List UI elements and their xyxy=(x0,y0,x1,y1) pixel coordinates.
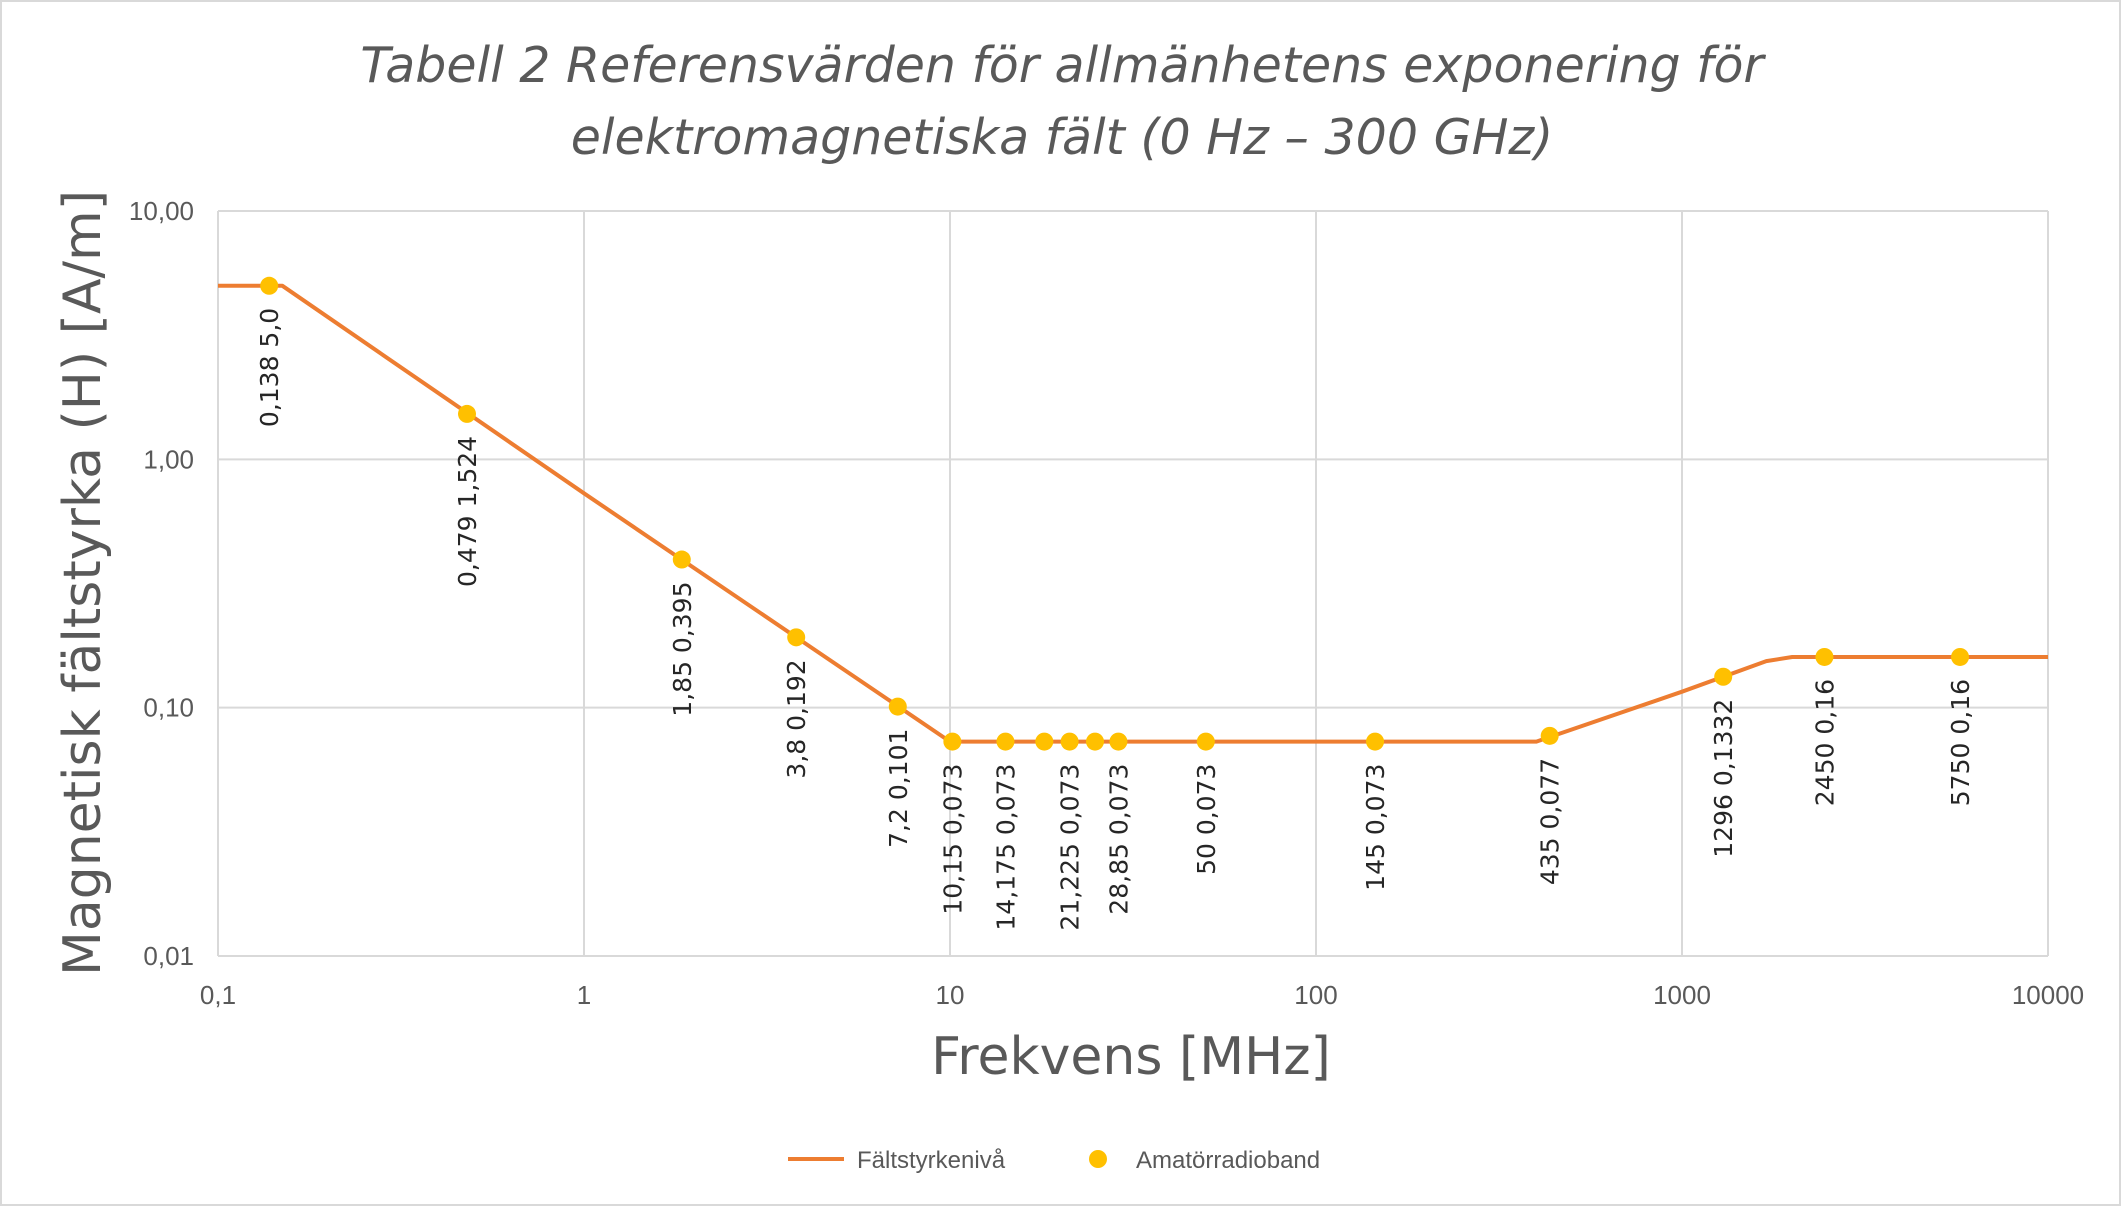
data-point xyxy=(1060,732,1079,751)
data-label: 435 0,077 xyxy=(1536,758,1565,885)
series-line-faltstyrkeniva xyxy=(218,283,2048,744)
data-label: 7,2 0,101 xyxy=(884,729,913,848)
data-point xyxy=(1109,732,1128,751)
chart-title-line-1: Tabell 2 Referensvärden för allmänhetens… xyxy=(360,37,1766,94)
axis-ticks: 0,1 1 10 100 1000 10000 0,01 0,10 1,00 10,00 xyxy=(129,196,2084,1010)
x-tick-label: 1 xyxy=(577,980,591,1010)
data-point xyxy=(1815,647,1834,666)
y-tick-label: 0,01 xyxy=(143,941,194,971)
data-point xyxy=(458,404,477,423)
data-label: 1,85 0,395 xyxy=(668,582,697,717)
y-axis-title: Magnetisk fältstyrka (H) [A/m] xyxy=(53,190,113,976)
legend-label-markers: Amatörradioband xyxy=(1136,1147,1320,1174)
data-label: 0,138 5,0 xyxy=(255,308,284,427)
series-marks xyxy=(218,276,2048,751)
gridlines xyxy=(217,210,2049,957)
data-point xyxy=(787,628,806,647)
chart-title-line-2: elektromagnetiska fält (0 Hz – 300 GHz) xyxy=(571,109,1554,166)
data-label: 14,175 0,073 xyxy=(992,764,1021,931)
y-tick-label: 1,00 xyxy=(143,444,194,474)
data-point xyxy=(1714,667,1733,686)
x-tick-label: 1000 xyxy=(1653,980,1711,1010)
data-label: 0,479 1,524 xyxy=(453,436,482,587)
y-tick-label: 10,00 xyxy=(129,196,194,226)
data-label: 3,8 0,192 xyxy=(782,659,811,778)
legend-label-line: Fältstyrkenivå xyxy=(857,1147,1006,1174)
data-label: 1296 0,1332 xyxy=(1709,699,1738,858)
data-point xyxy=(672,550,691,569)
data-label: 50 0,073 xyxy=(1192,764,1221,875)
data-point xyxy=(1540,726,1559,745)
x-axis-title: Frekvens [MHz] xyxy=(931,1027,1331,1087)
data-label: 10,15 0,073 xyxy=(938,764,967,915)
x-tick-label: 0,1 xyxy=(200,980,236,1010)
data-label: 28,85 0,073 xyxy=(1104,764,1133,915)
x-tick-label: 10 xyxy=(936,980,965,1010)
data-point xyxy=(996,732,1015,751)
legend-marker-swatch xyxy=(1089,1150,1107,1168)
data-label: 145 0,073 xyxy=(1361,764,1390,891)
x-tick-label: 10000 xyxy=(2012,980,2084,1010)
data-label: 2450 0,16 xyxy=(1810,679,1839,806)
data-point xyxy=(888,697,907,716)
data-point xyxy=(260,276,279,295)
data-label: 5750 0,16 xyxy=(1946,679,1975,806)
data-point xyxy=(1951,647,1970,666)
data-labels: 0,138 5,0 0,479 1,524 1,85 0,395 3,8 0,192 7… xyxy=(255,308,1975,931)
data-point xyxy=(1035,732,1054,751)
y-tick-label: 0,10 xyxy=(143,693,194,723)
data-point xyxy=(1086,732,1105,751)
data-point xyxy=(1366,732,1385,751)
data-point xyxy=(943,732,962,751)
data-point xyxy=(1196,732,1215,751)
data-label: 21,225 0,073 xyxy=(1056,764,1085,931)
x-tick-label: 100 xyxy=(1294,980,1337,1010)
legend: Fältstyrkenivå Amatörradioband xyxy=(788,1147,1320,1174)
